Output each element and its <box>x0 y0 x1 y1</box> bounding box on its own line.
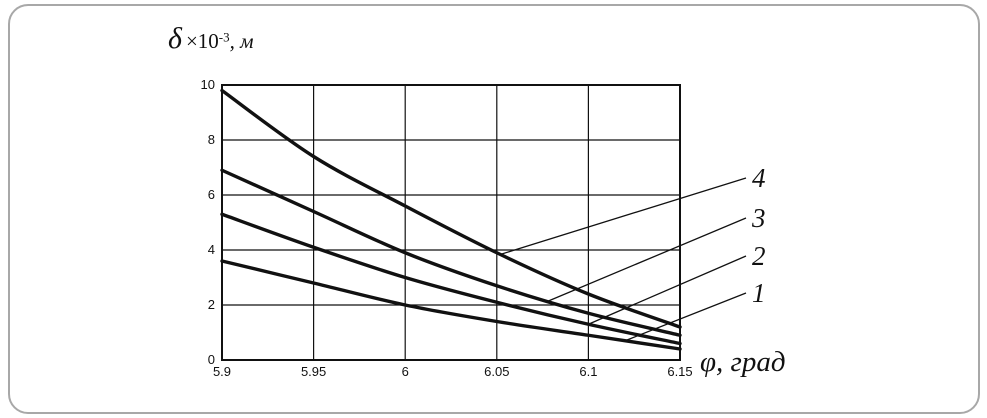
curve-label-1: 1 <box>752 278 766 308</box>
x-tick-label: 6.1 <box>579 364 597 379</box>
y-tick-label: 4 <box>208 242 215 257</box>
x-tick-label: 5.95 <box>301 364 326 379</box>
plot-frame <box>221 84 681 361</box>
y-tick-label: 8 <box>208 132 215 147</box>
y-unit-text: , м <box>229 29 254 53</box>
curve-1-leader-line <box>624 292 747 342</box>
x-tick-label: 6.05 <box>484 364 509 379</box>
curve-4-leader-line <box>500 177 747 256</box>
curve-2 <box>220 212 682 346</box>
y-tick-label: 6 <box>208 187 215 202</box>
x-axis-title: φ, град <box>700 346 786 378</box>
y-tick-label: 10 <box>201 77 215 92</box>
curve-4 <box>220 88 682 329</box>
y-axis-title: δ ×10-3, м <box>168 22 254 56</box>
x-tick-label: 6.15 <box>667 364 692 379</box>
y-tick-label: 2 <box>208 297 215 312</box>
curve-label-2: 2 <box>752 241 766 271</box>
multiplier-text: ×10 <box>185 29 219 53</box>
delta-symbol: δ <box>168 22 182 55</box>
curve-3 <box>220 168 682 337</box>
curve-3-leader-line <box>547 217 747 302</box>
curve-label-3: 3 <box>751 203 766 233</box>
chart-card <box>8 4 980 414</box>
curve-label-4: 4 <box>752 163 766 193</box>
x-tick-label: 5.9 <box>213 364 231 379</box>
exponent-text: -3 <box>218 29 230 45</box>
x-tick-label: 6 <box>402 364 409 379</box>
y-tick-label: 0 <box>208 352 215 367</box>
curve-1 <box>220 259 682 351</box>
curve-2-leader-line <box>588 255 747 325</box>
